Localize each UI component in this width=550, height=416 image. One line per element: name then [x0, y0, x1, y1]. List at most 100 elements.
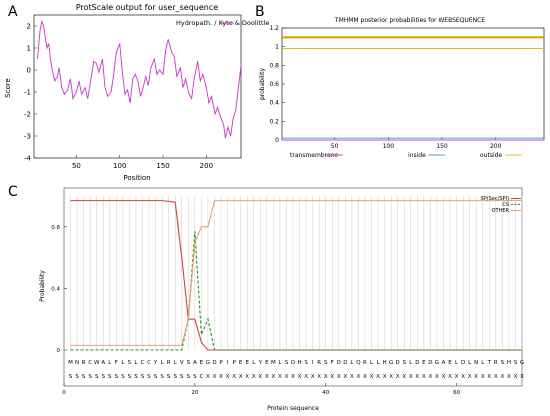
panel-c-sp-label: S [180, 374, 184, 380]
panel-b-xtick-label: 200 [490, 143, 502, 150]
panel-b-ytick-label: 1.2 [269, 25, 279, 32]
panel-c-residue-letter: G [389, 360, 393, 366]
panel-c-sp-label: X [363, 374, 367, 380]
panel-c-sp-label: X [474, 374, 478, 380]
panel-c-residue-letter: C [147, 360, 151, 366]
panel-a-series-line [37, 20, 242, 139]
panel-c-sp-label: X [520, 374, 524, 380]
panel-c-sp-label: S [141, 374, 145, 380]
panel-c-residue-letter: E [200, 360, 204, 366]
panel-c-sp-label: S [75, 374, 79, 380]
panel-c-legend-label: SP(Sec/SPI) [481, 196, 509, 202]
panel-c-sp-label: X [245, 374, 249, 380]
panel-c-sp-label: S [121, 374, 125, 380]
panel-c-residue-letter: M [68, 360, 73, 366]
panel-c-sp-label: X [232, 374, 236, 380]
panel-c-sp-label: S [82, 374, 86, 380]
panel-c-residue-letter: W [94, 360, 100, 366]
panel-c-sp-label: X [298, 374, 302, 380]
panel-b-title: TMHMM posterior probabilities for WEBSEQ… [334, 17, 485, 24]
panel-c-residue-letter: N [474, 360, 478, 366]
panel-b-xtick-label: 150 [436, 143, 448, 150]
panel-c-residue-letter: L [350, 360, 354, 366]
panel-c-sp-label: S [160, 374, 164, 380]
panel-a-chart: ProtScale output for user_sequence 50 100… [4, 3, 269, 182]
panel-c-residue-letter: E [245, 360, 249, 366]
panel-c-sp-label: X [461, 374, 465, 380]
panel-a-plot-frame [33, 14, 242, 159]
panel-c-residue-letter: C [88, 360, 92, 366]
panel-c-sp-label: X [500, 374, 504, 380]
panel-a-xtick-label: 200 [200, 162, 213, 170]
panel-c-residue-letter: E [265, 360, 269, 366]
panel-c-sp-label: X [507, 374, 511, 380]
panel-b-ytick-label: 1 [275, 44, 279, 51]
panel-c-sp-label: X [487, 374, 491, 380]
panel-c-sp-label: X [514, 374, 518, 380]
panel-c-residue-letter: S [128, 360, 132, 366]
panel-c-sp-label: X [219, 374, 223, 380]
panel-c-sp-label: X [206, 374, 210, 380]
panel-c-residue-letter: S [304, 360, 308, 366]
panel-c-residue-letter: G [520, 360, 524, 366]
panel-c-residue-letter: I [312, 360, 314, 366]
panel-a-ylabel: Score [4, 78, 12, 98]
panel-c-sp-label: X [343, 374, 347, 380]
panel-c-residue-letter: R [363, 360, 367, 366]
panel-c-sp-label: X [311, 374, 315, 380]
panel-c-sp-label: S [69, 374, 73, 380]
panel-c-residue-letter: D [212, 360, 216, 366]
panel-c-sp-label: S [108, 374, 112, 380]
panel-b-ylabel: probability [259, 68, 266, 100]
panel-c-sp-label: X [265, 374, 269, 380]
panel-c-residue-letter: V [180, 360, 184, 366]
panel-c-residue-letter: L [174, 360, 178, 366]
panel-a-xtick-label: 150 [156, 162, 169, 170]
panel-c-legend-label: CS [502, 202, 509, 208]
panel-a-ytick-label: -2 [24, 111, 31, 119]
panel-c-residue-letter: F [115, 360, 118, 366]
panel-b-ytick-label: 0.4 [269, 100, 279, 107]
panel-c-residue-letter: P [219, 360, 223, 366]
panel-c-series-line [70, 200, 522, 346]
panel-c-sp-label: S [102, 374, 106, 380]
panel-c-sp-label: X [252, 374, 256, 380]
panel-c-residue-letter: R [82, 360, 86, 366]
panel-c-residue-letter: D [396, 360, 400, 366]
panel-c-residue-letter: P [232, 360, 236, 366]
panel-c-xtick-label: 0 [62, 390, 66, 396]
panel-c-residue-letter: G [206, 360, 210, 366]
panel-c-legend-label: OTHER [492, 208, 510, 214]
panel-c-sp-label: X [435, 374, 439, 380]
panel-c-residue-letter: C [141, 360, 145, 366]
panel-c-sp-label: X [324, 374, 328, 380]
panel-c-sp-label: S [193, 374, 197, 380]
panel-c-residue-letter: Q [356, 360, 361, 366]
panel-c-sp-label: X [396, 374, 400, 380]
panel-c-sp-label: X [370, 374, 374, 380]
panel-c-residue-letter: D [343, 360, 347, 366]
panel-c-residue-letter: T [487, 360, 492, 366]
panel-c-sp-label: X [285, 374, 289, 380]
panel-c-residue-letter: L [468, 360, 472, 366]
panel-c-xtick-label: 40 [322, 390, 329, 396]
panel-c-sp-label: X [337, 374, 341, 380]
panel-c-residue-letter: A [101, 360, 105, 366]
panel-c-residue-letter: Y [258, 360, 263, 366]
panel-c-residue-letter: M [271, 360, 276, 366]
panel-c-residue-letter: L [108, 360, 112, 366]
panel-c-sp-label: X [213, 374, 217, 380]
panel-c-residue-letter: D [415, 360, 419, 366]
panel-c-residue-letter: D [291, 360, 295, 366]
panel-label-a: A [8, 4, 18, 20]
panel-c-sp-label: S [88, 374, 92, 380]
panel-c-residue-letter: L [161, 360, 165, 366]
panel-c-sp-label: X [429, 374, 433, 380]
panel-c-sp-label: X [448, 374, 452, 380]
panel-c-series-line [70, 231, 522, 351]
panel-c-xtick-label: 60 [453, 390, 460, 396]
panel-a-ytick-label: 0 [27, 67, 31, 75]
panel-b-plot-frame [281, 27, 545, 141]
panel-c-ytick-label: 0.4 [51, 286, 60, 292]
